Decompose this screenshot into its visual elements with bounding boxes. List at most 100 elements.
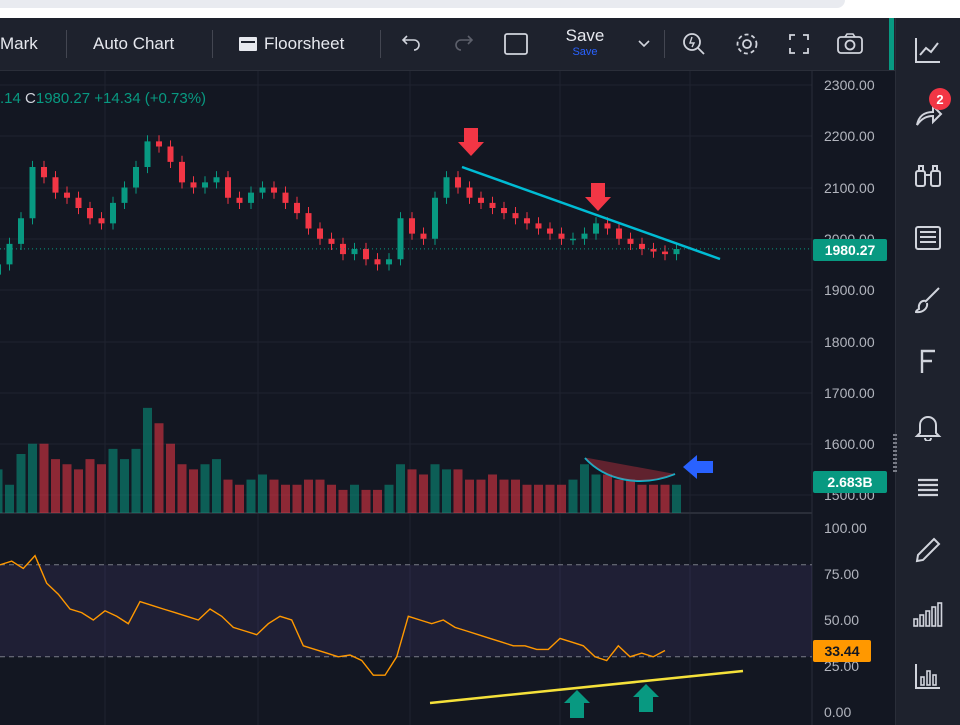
candle-body (650, 249, 657, 252)
undo-icon[interactable] (397, 30, 425, 58)
candle-body (340, 243, 346, 255)
candle-body (236, 197, 243, 203)
candle-body (432, 197, 438, 239)
volume-bar (97, 464, 106, 513)
share-arrow-icon[interactable] (910, 98, 946, 134)
candle-body (282, 192, 289, 203)
rectangle-icon[interactable] (502, 30, 530, 58)
camera-icon[interactable] (836, 30, 864, 58)
toolbar-accent-bar (889, 18, 894, 70)
redo-icon[interactable] (450, 30, 478, 58)
toolbar-divider (664, 30, 665, 58)
bar-chart-icon[interactable] (910, 658, 946, 694)
mark-button[interactable]: Mark (0, 18, 38, 70)
volume-bar (0, 469, 3, 513)
rsi-value-tag: 33.44 (813, 640, 871, 662)
volume-bar (246, 479, 256, 513)
volume-curve (584, 457, 676, 482)
candle-body (144, 141, 151, 167)
watchlist-chart-icon[interactable] (910, 32, 946, 68)
candle-body (455, 177, 461, 188)
volume-bar (143, 407, 152, 513)
volume-bar (200, 464, 210, 513)
signal-bars-icon[interactable] (910, 596, 946, 632)
candle-body (662, 251, 668, 255)
candle-body (593, 223, 599, 234)
save-sub-label: Save (572, 46, 598, 58)
price-axis-label: 2100.00 (824, 180, 875, 196)
volume-bar (131, 448, 141, 513)
candle-body (512, 213, 519, 219)
candle-body (386, 259, 392, 265)
ohlc-legend: .14 C1980.27 +14.34 (+0.73%) (0, 90, 206, 107)
floorsheet-button[interactable]: Floorsheet (238, 18, 344, 70)
volume-bar (534, 484, 543, 513)
candle-body (317, 228, 323, 239)
save-label: Save (565, 26, 605, 45)
candle-body (581, 233, 588, 239)
volume-bar (315, 479, 325, 513)
brush-icon[interactable] (910, 282, 946, 318)
chevron-down-icon[interactable] (630, 30, 658, 58)
fullscreen-icon[interactable] (785, 30, 813, 58)
legend-change-pct: (+0.73%) (144, 90, 207, 107)
candle-body (478, 197, 484, 203)
volume-bar (511, 479, 520, 513)
volume-bar (108, 448, 118, 513)
candle-body (673, 249, 680, 255)
volume-bar (660, 484, 670, 513)
volume-tag: 2.683B (813, 471, 887, 493)
price-chart[interactable] (0, 71, 895, 725)
legend-change: +14.34 (94, 90, 141, 107)
volume-bar (189, 469, 198, 513)
candle-body (29, 167, 36, 219)
candle-body (328, 238, 335, 244)
resistance-trendline (461, 165, 721, 261)
volume-bar (16, 454, 26, 513)
volume-bar (580, 464, 589, 513)
volume-bar (453, 469, 463, 513)
quick-search-icon[interactable] (680, 30, 708, 58)
sidebar-resize-handle[interactable] (893, 434, 897, 474)
left-arrow-marker (683, 455, 713, 479)
fundamentals-icon[interactable] (910, 344, 946, 380)
candle-body (259, 187, 266, 193)
candle-body (64, 192, 70, 198)
volume-bar (223, 479, 233, 513)
volume-bar (407, 469, 417, 513)
save-button[interactable]: Save Save (555, 26, 615, 58)
news-icon[interactable] (910, 220, 946, 256)
auto-chart-label: Auto Chart (93, 34, 175, 53)
bell-icon[interactable] (910, 408, 946, 444)
candle-body (213, 177, 220, 183)
candle-body (0, 264, 1, 275)
top-toolbar: Mark Auto Chart Floorsheet Save Save (0, 18, 895, 71)
volume-bar (557, 484, 566, 513)
order-book-icon[interactable] (910, 470, 946, 506)
auto-chart-button[interactable]: Auto Chart (93, 18, 174, 70)
current-price-tag: 1980.27 (813, 239, 887, 261)
candle-body (18, 218, 24, 244)
candle-body (570, 238, 576, 241)
candle-body (409, 218, 415, 234)
volume-bar (591, 474, 601, 513)
volume-bar (5, 484, 14, 513)
pencil-icon[interactable] (910, 532, 946, 568)
volume-bar (85, 459, 95, 513)
candle-body (604, 223, 611, 229)
rsi-line (0, 554, 666, 676)
volume-bar (384, 484, 394, 513)
candle-body (363, 249, 369, 260)
volume-bar (269, 479, 279, 513)
candle-body (294, 202, 300, 214)
volume-curve-fill (585, 458, 675, 481)
gear-icon[interactable] (733, 30, 761, 58)
candle-body (248, 192, 254, 203)
volume-bar (603, 474, 612, 513)
candle-body (489, 202, 496, 208)
volume-bar (476, 479, 486, 513)
candle-body (179, 161, 185, 183)
candle-body (6, 243, 13, 265)
volume-bar (166, 443, 175, 513)
binoculars-icon[interactable] (910, 158, 946, 194)
